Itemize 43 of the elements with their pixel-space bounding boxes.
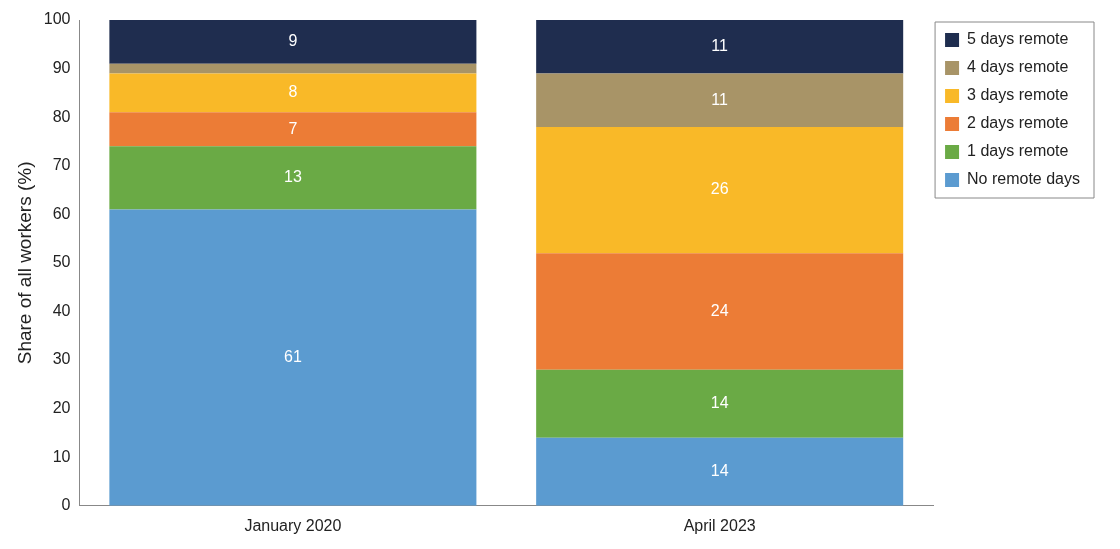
x-tick-label: April 2023 xyxy=(683,516,756,534)
bar xyxy=(536,73,904,127)
legend-label: 3 days remote xyxy=(967,86,1069,104)
data-label: 61 xyxy=(283,348,302,366)
bar xyxy=(109,146,477,210)
data-label: 11 xyxy=(711,37,729,55)
bar xyxy=(536,437,904,506)
bar xyxy=(536,369,904,438)
y-tick-label: 60 xyxy=(52,204,71,222)
bar xyxy=(109,112,477,147)
data-label: 14 xyxy=(710,462,729,480)
y-tick-label: 0 xyxy=(61,496,71,514)
y-tick-label: 50 xyxy=(52,253,71,271)
y-tick-label: 100 xyxy=(43,10,71,28)
bar xyxy=(536,20,904,74)
y-tick-label: 30 xyxy=(52,350,71,368)
data-label: 26 xyxy=(710,180,729,198)
y-tick-label: 20 xyxy=(52,399,71,417)
bar xyxy=(536,253,904,370)
data-label: 9 xyxy=(288,32,298,50)
data-label: 7 xyxy=(288,119,298,137)
y-tick-label: 70 xyxy=(52,156,71,174)
data-label: 24 xyxy=(710,301,729,319)
legend-label: No remote days xyxy=(967,170,1080,188)
x-tick-label: January 2020 xyxy=(244,516,342,534)
y-tick-label: 90 xyxy=(52,58,71,76)
legend-label: 2 days remote xyxy=(967,114,1069,132)
y-tick-label: 40 xyxy=(52,301,71,319)
data-label: 11 xyxy=(711,90,729,108)
bar xyxy=(109,63,477,74)
bar xyxy=(536,126,904,254)
bar xyxy=(109,73,477,113)
bar xyxy=(109,209,477,506)
legend-label: 5 days remote xyxy=(967,30,1069,48)
y-tick-label: 10 xyxy=(52,447,71,465)
y-tick-label: 80 xyxy=(52,107,71,125)
legend-label: 1 days remote xyxy=(967,142,1069,160)
y-axis-title: Share of all workers (%) xyxy=(13,161,35,365)
bar xyxy=(109,20,477,64)
data-label: 14 xyxy=(710,394,729,412)
legend-label: 4 days remote xyxy=(967,58,1069,76)
data-label: 8 xyxy=(288,83,298,101)
data-label: 13 xyxy=(283,168,302,186)
